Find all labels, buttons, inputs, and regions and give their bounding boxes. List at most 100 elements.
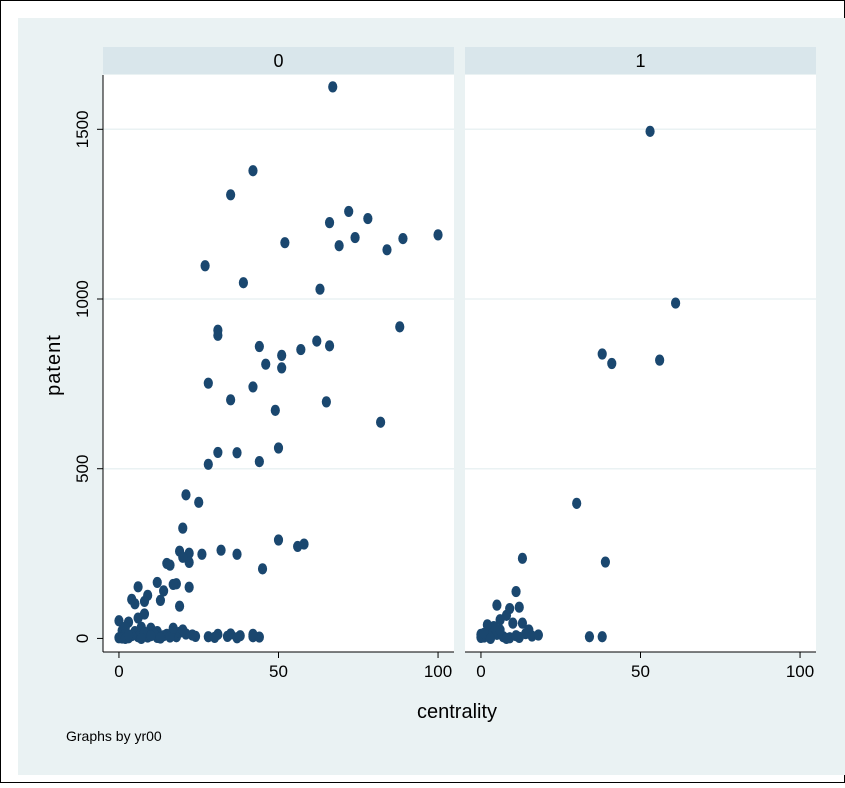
data-point — [168, 622, 178, 634]
data-point — [187, 629, 197, 641]
data-point — [645, 125, 655, 137]
data-point — [273, 442, 284, 454]
panel-strip-label: 1 — [635, 51, 645, 71]
panel-strip — [103, 47, 454, 74]
data-point — [248, 165, 258, 177]
data-point — [213, 446, 223, 459]
data-point — [533, 629, 543, 641]
y-tick-label: 1500 — [73, 110, 92, 148]
data-point — [597, 348, 607, 360]
data-point — [216, 544, 226, 556]
data-point — [178, 624, 188, 636]
data-point — [248, 381, 258, 393]
data-point — [517, 617, 528, 629]
data-point — [277, 349, 287, 361]
data-point — [321, 396, 331, 408]
data-point — [194, 496, 204, 508]
data-point — [328, 81, 338, 93]
data-point — [334, 240, 344, 252]
data-point — [248, 628, 258, 640]
data-point — [597, 631, 607, 643]
data-point — [146, 630, 156, 642]
data-point — [178, 551, 188, 563]
data-point — [514, 601, 524, 613]
data-point — [655, 354, 665, 366]
data-point — [344, 205, 354, 218]
data-point — [482, 619, 492, 631]
data-point — [324, 340, 335, 352]
data-point — [181, 489, 191, 501]
data-point — [395, 321, 405, 333]
data-point — [127, 593, 137, 605]
data-point — [508, 617, 518, 629]
data-point — [277, 362, 287, 374]
data-point — [168, 578, 178, 591]
data-point — [296, 343, 306, 356]
data-point — [350, 231, 360, 244]
data-point — [572, 497, 582, 509]
panel-strip-label: 0 — [273, 51, 283, 71]
graphs-by-note: Graphs by yr00 — [66, 728, 162, 744]
data-point — [511, 585, 521, 598]
panel-strip — [465, 47, 816, 74]
data-point — [270, 404, 280, 416]
plot-area — [103, 75, 454, 652]
data-point — [315, 283, 325, 295]
data-point — [203, 458, 213, 470]
y-tick-label: 0 — [73, 634, 92, 643]
data-point — [254, 455, 264, 468]
data-point — [600, 556, 611, 568]
data-point — [607, 357, 617, 370]
x-tick-label: 50 — [631, 662, 650, 681]
y-tick-label: 1000 — [73, 280, 92, 318]
data-point — [514, 631, 524, 644]
data-point — [254, 340, 264, 353]
data-point — [178, 522, 188, 534]
data-point — [433, 229, 443, 241]
data-point — [232, 548, 242, 560]
data-point — [133, 612, 143, 624]
y-axis-label: patent — [43, 334, 65, 396]
data-point — [376, 416, 386, 428]
data-point — [213, 329, 223, 341]
data-point — [492, 599, 502, 611]
x-tick-label: 100 — [786, 662, 814, 681]
data-point — [165, 631, 175, 643]
data-point — [382, 244, 392, 256]
data-point — [139, 595, 150, 608]
data-point — [174, 600, 185, 612]
x-tick-label: 50 — [269, 662, 288, 681]
data-point — [197, 548, 207, 560]
data-point — [133, 581, 143, 593]
data-point — [152, 576, 162, 589]
data-point — [155, 632, 166, 644]
data-point — [184, 581, 194, 593]
data-point — [363, 212, 373, 225]
data-point — [226, 394, 236, 406]
data-point — [485, 632, 496, 645]
data-point — [261, 358, 271, 370]
data-point — [226, 189, 236, 201]
data-point — [299, 538, 309, 550]
data-point — [324, 217, 335, 229]
data-point — [165, 559, 175, 571]
data-point — [495, 614, 505, 626]
data-point — [273, 534, 284, 546]
x-tick-label: 100 — [424, 662, 452, 681]
data-point — [159, 585, 169, 597]
data-point — [232, 632, 242, 644]
data-point — [398, 232, 408, 245]
data-point — [232, 447, 242, 459]
data-point — [257, 563, 268, 575]
data-point — [238, 277, 248, 289]
data-point — [280, 237, 290, 249]
data-point — [517, 552, 528, 564]
data-point — [312, 335, 322, 347]
data-point — [584, 631, 595, 643]
data-point — [123, 629, 134, 641]
x-tick-label: 0 — [476, 662, 485, 681]
